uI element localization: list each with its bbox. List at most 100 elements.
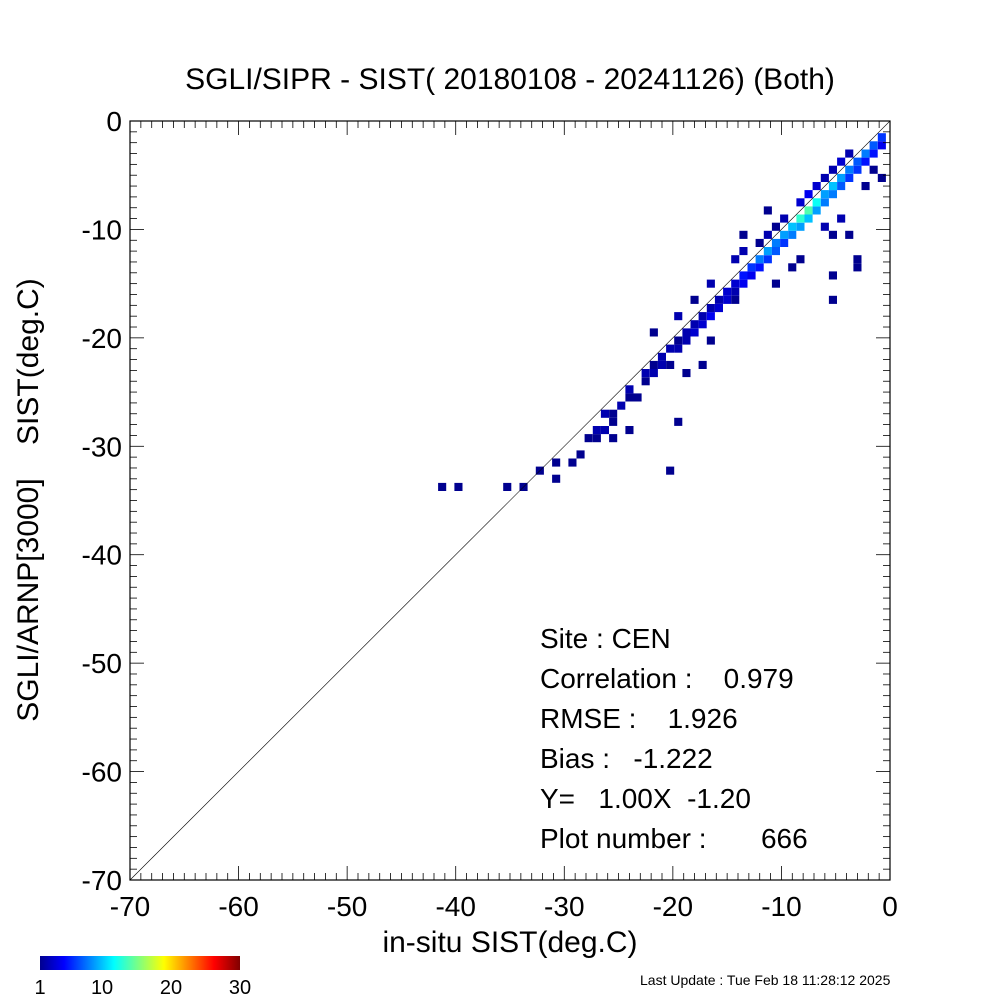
heatmap-cell	[625, 426, 634, 435]
heatmap-cell	[763, 206, 772, 215]
heatmap-cell	[763, 255, 772, 264]
colorbar-tick-label: 30	[229, 977, 251, 999]
heatmap-cell	[853, 255, 862, 264]
heatmap-cell	[666, 344, 675, 353]
heatmap-cell	[609, 434, 618, 443]
plot-axes: -70 -60 -50 -40 -30 -20 -10 0 -70 -60 -50 -40 -30 -20…	[82, 106, 898, 922]
heatmap-cell	[592, 434, 601, 443]
heatmap-cell	[706, 312, 715, 321]
heatmap-cell	[820, 173, 829, 182]
heatmap-cell	[723, 287, 732, 296]
colorbar-tick-label: 1	[34, 977, 45, 999]
heatmap-cell	[755, 263, 764, 272]
y-tick-label: -50	[82, 648, 122, 679]
heatmap-cell	[666, 466, 675, 475]
heatmap-cell	[853, 157, 862, 166]
heatmap-cell	[454, 482, 463, 491]
heatmap-cell	[877, 173, 886, 182]
heatmap-cell	[845, 165, 854, 174]
y-tick-label: -10	[82, 214, 122, 245]
heatmap-cell	[820, 222, 829, 231]
heatmap-cell	[861, 157, 870, 166]
heatmap-cell	[755, 255, 764, 264]
heatmap-cell	[845, 173, 854, 182]
heatmap-cell	[503, 482, 512, 491]
stats-line: Y= 1.00X -1.20	[540, 783, 751, 814]
heatmap-cell	[755, 238, 764, 247]
heatmap-cell	[796, 214, 805, 223]
heatmap-cell	[657, 360, 666, 369]
x-tick-label: 0	[882, 891, 898, 922]
heatmap-cell	[747, 263, 756, 272]
heatmap-cell	[796, 198, 805, 207]
heatmap-cell	[820, 198, 829, 207]
heatmap-cell	[804, 214, 813, 223]
heatmap-cell	[649, 369, 658, 378]
stats-line: Correlation : 0.979	[540, 663, 794, 694]
heatmap-cell	[609, 417, 618, 426]
colorbar-tick-label: 20	[160, 977, 182, 999]
heatmap-cell	[706, 304, 715, 313]
heatmap-cell	[812, 206, 821, 215]
heatmap-cell	[682, 336, 691, 345]
heatmap-cell	[828, 165, 837, 174]
y-tick-label: -40	[82, 540, 122, 571]
heatmap-cell	[780, 230, 789, 239]
heatmap-cell	[747, 271, 756, 280]
heatmap-cell	[657, 352, 666, 361]
heatmap-cell	[706, 279, 715, 288]
heatmap-cell	[690, 295, 699, 304]
heatmap-cell	[682, 369, 691, 378]
heatmap-cell	[845, 230, 854, 239]
heatmap-cell	[641, 377, 650, 386]
y-tick-label: 0	[106, 106, 122, 137]
heatmap-cell	[837, 214, 846, 223]
heatmap-cell	[845, 149, 854, 158]
heatmap-cell	[877, 133, 886, 142]
heatmap-cell	[837, 182, 846, 191]
y-tick-label: -30	[82, 431, 122, 462]
heatmap-cell	[674, 336, 683, 345]
last-update-text: Last Update : Tue Feb 18 11:28:12 2025	[640, 972, 891, 988]
heatmap-cell	[649, 360, 658, 369]
heatmap-cell	[869, 165, 878, 174]
heatmap-cell	[690, 328, 699, 337]
heatmap-cell	[828, 295, 837, 304]
heatmap-cell	[714, 304, 723, 313]
heatmap-cell	[828, 271, 837, 280]
x-axis-label: in-situ SIST(deg.C)	[382, 926, 637, 959]
x-tick-label: -30	[544, 891, 584, 922]
heatmap-cell	[739, 247, 748, 256]
heatmap-cell	[568, 458, 577, 467]
heatmap-cell	[780, 214, 789, 223]
heatmap-cell	[853, 165, 862, 174]
heatmap-cell	[853, 263, 862, 272]
heatmap-cell	[731, 295, 740, 304]
heatmap-cell	[804, 206, 813, 215]
heatmap-cell	[788, 222, 797, 231]
heatmap-cell	[649, 328, 658, 337]
x-tick-label: -40	[435, 891, 475, 922]
y-tick-label: -20	[82, 323, 122, 354]
heatmap-cell	[771, 222, 780, 231]
heatmap-cell	[552, 474, 561, 483]
heatmap-cell	[674, 417, 683, 426]
heatmap-cell	[723, 295, 732, 304]
heatmap-cell	[763, 247, 772, 256]
heatmap-cell	[698, 360, 707, 369]
heatmap-cell	[690, 320, 699, 329]
heatmap-cell	[674, 312, 683, 321]
heatmap-cell	[869, 149, 878, 158]
heatmap-cell	[584, 434, 593, 443]
heatmap-cell	[837, 173, 846, 182]
heatmap-cell	[682, 328, 691, 337]
heatmap-cell	[828, 230, 837, 239]
heatmap-cell	[552, 458, 561, 467]
stats-line: Bias : -1.222	[540, 743, 713, 774]
heatmap-cells	[438, 133, 886, 491]
heatmap-cell	[739, 230, 748, 239]
heatmap-cell	[771, 238, 780, 247]
chart-title: SGLI/SIPR - SIST( 20180108 - 20241126) (…	[185, 63, 835, 96]
heatmap-cell	[617, 401, 626, 410]
